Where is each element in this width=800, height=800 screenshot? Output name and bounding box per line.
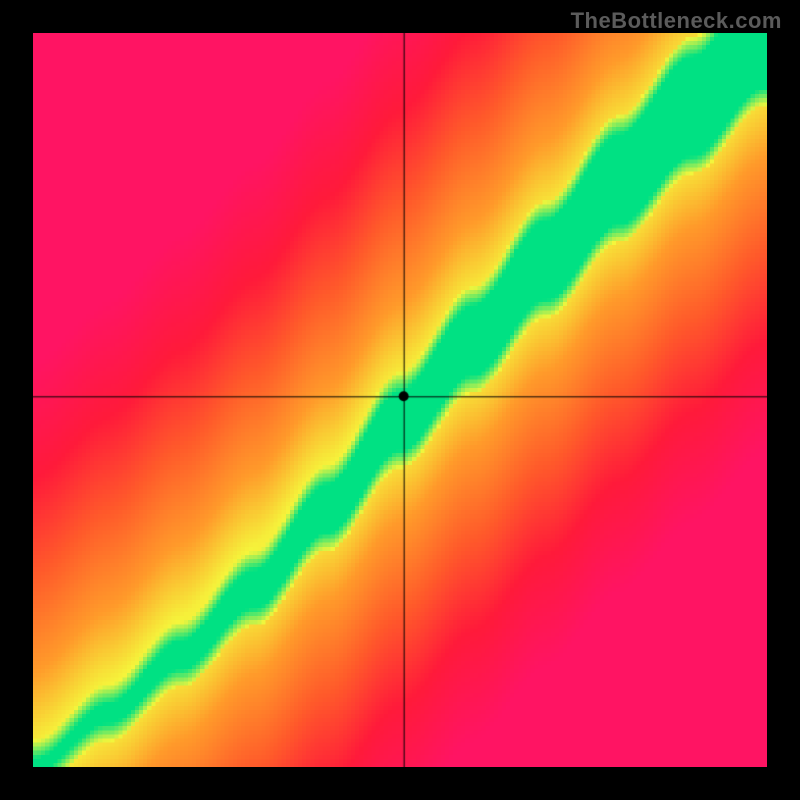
watermark-text: TheBottleneck.com xyxy=(571,8,782,34)
chart-container: TheBottleneck.com xyxy=(0,0,800,800)
bottleneck-heatmap xyxy=(33,33,767,767)
